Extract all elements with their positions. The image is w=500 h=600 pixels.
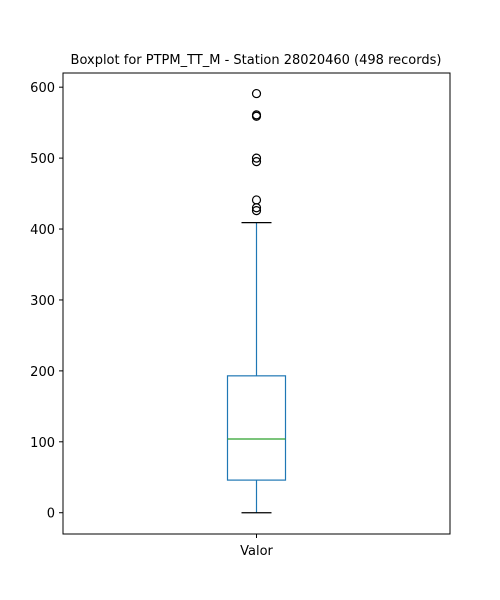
box-group: [226, 88, 287, 514]
y-tick-label: 300: [30, 294, 55, 309]
outlier-point: [251, 153, 262, 163]
outlier-point: [251, 157, 262, 167]
y-axis: 0 100 200 300 400 500 600: [30, 81, 63, 522]
outlier-point: [251, 205, 262, 216]
y-tick-label: 600: [30, 81, 55, 96]
x-tick-label: Valor: [240, 544, 273, 559]
iqr-box: [226, 375, 287, 481]
y-tick-label: 0: [47, 507, 55, 522]
y-tick-label: 200: [30, 365, 55, 380]
outlier-point: [251, 195, 262, 205]
y-tick-label: 500: [30, 152, 55, 167]
outlier-point: [251, 110, 262, 120]
x-axis: Valor: [240, 534, 274, 559]
outlier-point: [251, 88, 262, 99]
y-tick-label: 400: [30, 223, 55, 238]
y-tick-label: 100: [30, 436, 55, 451]
plot-area: [62, 72, 451, 535]
chart-title: Boxplot for PTPM_TT_M - Station 28020460…: [71, 53, 442, 68]
